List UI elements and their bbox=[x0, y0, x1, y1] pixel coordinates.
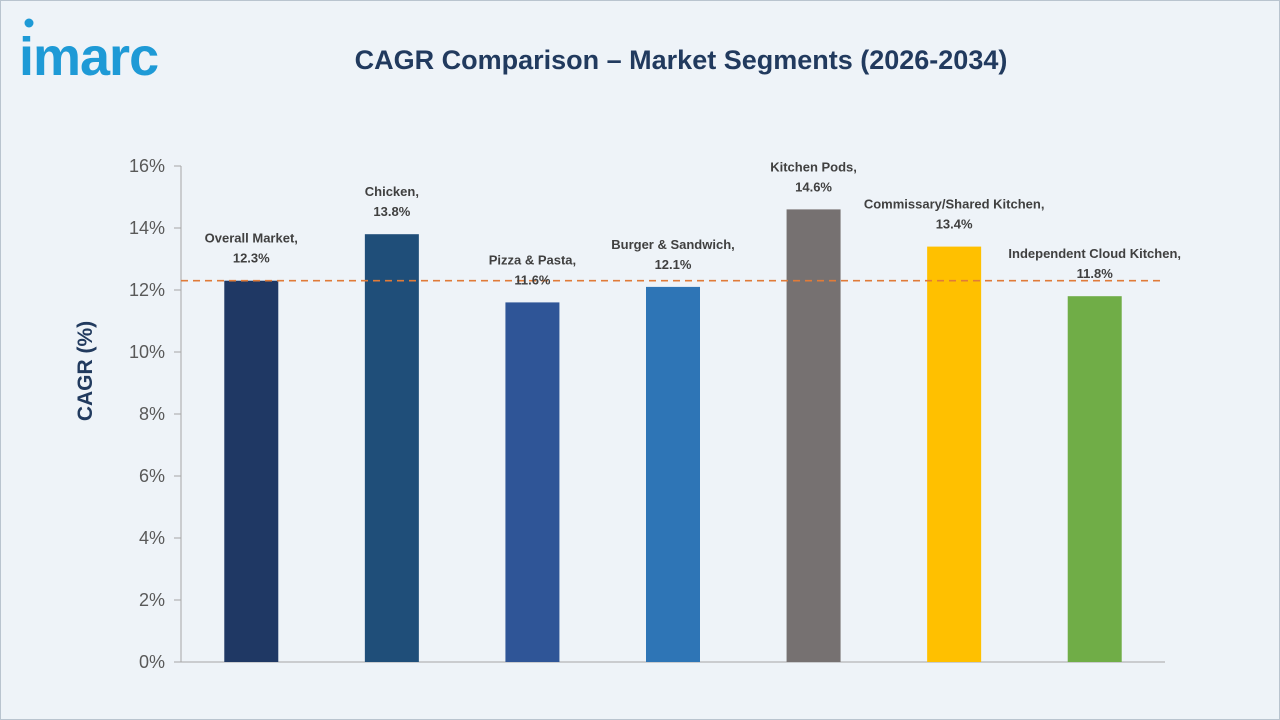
data-label-name: Burger & Sandwich, bbox=[611, 237, 735, 252]
logo-dot bbox=[24, 18, 34, 28]
data-label-name: Kitchen Pods, bbox=[770, 159, 857, 174]
y-tick-label: 2% bbox=[139, 590, 165, 610]
bar bbox=[786, 209, 841, 662]
bar bbox=[364, 234, 419, 662]
data-label-name: Overall Market, bbox=[205, 231, 298, 246]
y-tick-label: 8% bbox=[139, 404, 165, 424]
data-label-value: 11.8% bbox=[1077, 266, 1114, 281]
y-tick-label: 16% bbox=[129, 156, 165, 176]
data-label-value: 11.6% bbox=[514, 272, 551, 287]
bar bbox=[505, 302, 560, 662]
logo-text: imarc bbox=[19, 27, 158, 85]
bar bbox=[224, 280, 279, 662]
y-axis-label: CAGR (%) bbox=[74, 321, 97, 421]
y-tick-label: 12% bbox=[129, 280, 165, 300]
y-tick-label: 0% bbox=[139, 652, 165, 672]
chart-title: CAGR Comparison – Market Segments (2026-… bbox=[354, 45, 1008, 75]
bar bbox=[646, 286, 700, 662]
data-label-value: 14.6% bbox=[795, 179, 832, 194]
y-tick-label: 10% bbox=[129, 342, 165, 362]
data-labels: Overall Market, 12.3% Chicken, 13.8% Pizza &… bbox=[205, 159, 1181, 287]
imarc-logo: imarc bbox=[19, 18, 159, 85]
data-label-name: Chicken, bbox=[365, 184, 419, 199]
data-label-value: 12.1% bbox=[655, 257, 692, 272]
data-label-value: 12.3% bbox=[233, 251, 270, 266]
bar bbox=[1067, 296, 1122, 662]
data-label-value: 13.4% bbox=[936, 217, 973, 232]
bars bbox=[224, 209, 1122, 662]
data-label-value: 13.8% bbox=[373, 204, 410, 219]
data-label-name: Pizza & Pasta, bbox=[489, 252, 576, 267]
bar bbox=[927, 246, 982, 662]
data-label-name: Commissary/Shared Kitchen, bbox=[864, 197, 1045, 212]
y-tick-label: 14% bbox=[129, 218, 165, 238]
data-label-name: Independent Cloud Kitchen, bbox=[1008, 246, 1181, 261]
y-tick-label: 6% bbox=[139, 466, 165, 486]
y-tick-label: 4% bbox=[139, 528, 165, 548]
